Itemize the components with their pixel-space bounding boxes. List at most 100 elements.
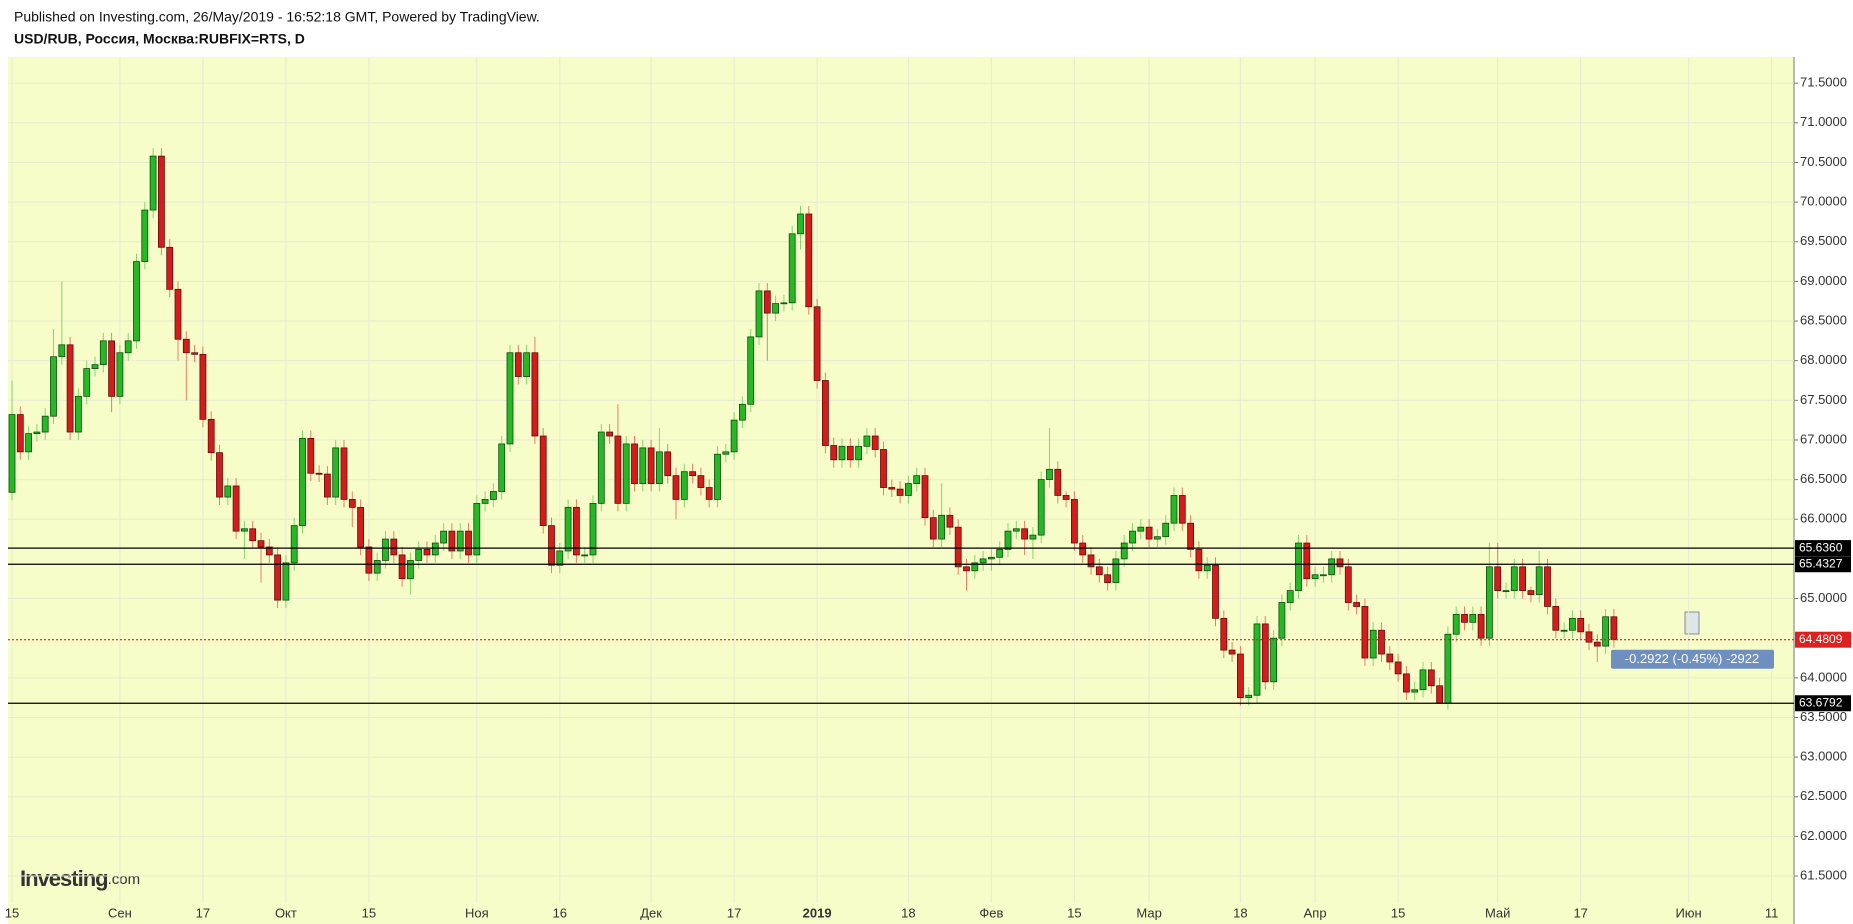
candle-body — [1062, 495, 1070, 500]
x-tick-label: Мар — [1136, 905, 1161, 920]
candle-body — [1012, 528, 1020, 532]
candle-body — [871, 435, 879, 450]
candle-body — [929, 517, 937, 540]
y-tick-label: 70.5000 — [1800, 154, 1847, 169]
x-tick-label: Фев — [979, 905, 1003, 920]
candle-body — [739, 403, 746, 421]
candle-body — [979, 558, 987, 564]
logo-suffix: .com — [108, 871, 141, 888]
candle-body — [133, 261, 140, 342]
candle-body — [954, 526, 962, 568]
candle-body — [1021, 528, 1028, 540]
candle-body — [564, 506, 572, 552]
candle-body — [680, 471, 688, 500]
candle-body — [573, 506, 580, 556]
candle-body — [1253, 623, 1261, 696]
y-tick-label: 71.5000 — [1800, 75, 1847, 90]
candle-body — [1054, 468, 1062, 496]
x-tick-label: 18 — [1233, 905, 1247, 920]
candle-body — [116, 352, 124, 397]
candle-body — [1569, 617, 1576, 631]
candle-body — [1452, 613, 1460, 635]
candle-body — [1444, 633, 1452, 704]
candle-body — [788, 233, 796, 304]
candle-body — [813, 306, 821, 381]
candle-body — [465, 530, 472, 556]
candle-body — [1046, 468, 1053, 481]
candle-body — [199, 353, 207, 420]
candle-body — [1162, 522, 1170, 538]
candle-body — [1552, 606, 1560, 631]
x-tick-label: 15 — [5, 905, 19, 920]
y-tick-label: 62.5000 — [1800, 788, 1847, 803]
x-tick-label: 16 — [553, 905, 567, 920]
y-tick-label: 62.0000 — [1800, 828, 1847, 843]
candle-body — [1237, 653, 1244, 699]
candle-body — [50, 356, 57, 417]
candle-body — [730, 419, 738, 453]
candle-body — [1361, 606, 1369, 659]
candle-body — [996, 548, 1004, 558]
chart-title: USD/RUB, Россия, Москва:RUBFIX=RTS, D — [14, 31, 305, 47]
candle-body — [971, 562, 979, 572]
candle-body — [846, 445, 854, 461]
candle-body — [1095, 566, 1103, 576]
candle-body — [1593, 641, 1601, 647]
level-label-box — [1795, 695, 1851, 712]
candle-body — [1203, 564, 1211, 572]
candle-body — [1303, 542, 1311, 580]
candle-body — [664, 451, 672, 477]
candle-body — [805, 213, 813, 308]
candle-body — [938, 514, 945, 540]
candle-body — [1427, 669, 1435, 687]
y-tick-label: 68.0000 — [1800, 352, 1847, 367]
candle-body — [406, 560, 414, 580]
candle-body — [1145, 526, 1153, 540]
candle-body — [1220, 617, 1228, 651]
candle-body — [25, 433, 33, 453]
y-tick-label: 66.5000 — [1800, 471, 1847, 486]
candle-body — [1469, 613, 1477, 623]
candle-body — [348, 499, 356, 508]
candle-body — [1477, 613, 1485, 639]
candle-body — [830, 445, 838, 461]
candle-body — [1071, 499, 1078, 544]
candle-body — [1261, 623, 1269, 683]
y-tick-label: 63.5000 — [1800, 709, 1847, 724]
candle-body — [249, 528, 257, 542]
candle-body — [265, 546, 273, 556]
annotation: -0.2922 (-0.45%) -2922 — [1625, 651, 1759, 666]
candle-body — [8, 414, 16, 493]
y-tick-label: 71.0000 — [1800, 114, 1847, 129]
candle-body — [539, 435, 547, 526]
candle-body — [315, 472, 323, 475]
measure-icon — [1684, 611, 1700, 635]
candle-body — [1212, 564, 1219, 619]
candle-body — [166, 246, 174, 290]
level-label: 63.6792 — [1799, 695, 1843, 709]
candle-body — [1560, 629, 1568, 632]
x-tick-label: 15 — [1067, 905, 1081, 920]
candle-body — [299, 437, 306, 526]
candle-body — [1585, 631, 1593, 643]
candle-body — [1527, 590, 1535, 595]
candle-body — [157, 155, 165, 248]
candle-body — [1286, 590, 1294, 603]
candle-body — [548, 525, 555, 566]
candle-body — [357, 506, 365, 548]
x-tick-label: Окт — [275, 905, 297, 920]
candle-body — [1336, 558, 1344, 568]
y-tick-label: 69.5000 — [1800, 233, 1847, 248]
level-label: 65.6360 — [1799, 540, 1843, 554]
logo-brand-text: Investing — [20, 866, 108, 891]
candle-body — [1320, 574, 1327, 577]
candle-body — [689, 471, 696, 477]
candle-body — [523, 352, 530, 377]
candle-body — [489, 491, 497, 500]
candle-body — [41, 415, 49, 433]
candle-body — [888, 487, 896, 490]
candle-body — [66, 344, 74, 433]
x-tick-label: 18 — [901, 905, 915, 920]
